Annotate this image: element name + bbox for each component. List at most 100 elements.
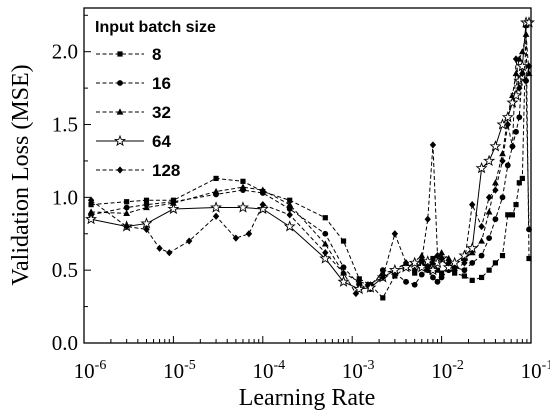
series-128 xyxy=(87,55,533,298)
data-point-8 xyxy=(434,267,441,273)
data-point-8 xyxy=(213,175,219,182)
data-point-128 xyxy=(512,55,520,63)
data-point-8 xyxy=(240,178,246,184)
data-point-8 xyxy=(322,215,328,221)
data-point-64 xyxy=(388,263,401,276)
data-point-128 xyxy=(87,196,95,204)
data-point-128 xyxy=(499,157,506,165)
x-tick-label: 10-3 xyxy=(342,358,375,383)
y-axis-title: Validation Loss (MSE) xyxy=(8,64,34,285)
data-point-128 xyxy=(411,266,418,274)
data-point-128 xyxy=(451,266,458,274)
data-point-64 xyxy=(236,201,249,213)
data-point-64 xyxy=(448,256,461,268)
data-point-32 xyxy=(438,249,445,256)
data-point-64 xyxy=(516,59,529,72)
series-line-32 xyxy=(91,34,530,286)
data-point-32 xyxy=(499,150,506,157)
data-point-128 xyxy=(516,84,523,92)
x-tick-label: 10-4 xyxy=(252,358,285,383)
data-point-128 xyxy=(232,234,240,242)
data-point-32 xyxy=(170,199,177,206)
y-tick-label: 2.0 xyxy=(52,40,78,64)
data-point-16 xyxy=(516,114,523,121)
data-point-32 xyxy=(259,186,267,193)
data-point-8 xyxy=(516,180,522,186)
legend-item-8: 8 xyxy=(96,45,161,64)
data-point-128 xyxy=(434,252,441,260)
data-point-32 xyxy=(212,187,220,195)
data-point-32 xyxy=(518,48,526,55)
data-point-64 xyxy=(408,256,421,268)
data-point-16 xyxy=(322,230,329,237)
data-point-64 xyxy=(337,275,350,287)
data-point-128 xyxy=(504,120,511,129)
data-point-32 xyxy=(321,240,329,247)
data-point-8 xyxy=(513,202,519,208)
data-point-32 xyxy=(522,30,530,37)
data-point-128 xyxy=(492,186,499,194)
legend-marker-128 xyxy=(116,166,124,174)
data-point-64 xyxy=(513,74,526,86)
x-axis-title: Learning Rate xyxy=(239,385,376,411)
data-point-128 xyxy=(418,256,425,264)
data-point-8 xyxy=(392,273,398,279)
data-point-16 xyxy=(499,194,506,201)
data-point-8 xyxy=(505,212,511,218)
data-point-16 xyxy=(461,267,468,274)
data-point-64 xyxy=(510,89,523,101)
data-point-128 xyxy=(438,254,445,263)
legend-item-128: 128 xyxy=(96,161,180,180)
data-point-128 xyxy=(424,215,431,223)
data-point-32 xyxy=(355,278,363,285)
data-point-16 xyxy=(513,128,519,135)
data-point-8 xyxy=(430,255,436,262)
data-point-128 xyxy=(185,237,193,245)
data-point-8 xyxy=(469,277,475,283)
data-point-128 xyxy=(429,141,437,149)
data-point-128 xyxy=(485,193,493,201)
data-point-32 xyxy=(123,209,131,216)
data-point-32 xyxy=(485,208,493,215)
data-point-128 xyxy=(166,249,173,257)
y-tick-label: 0.0 xyxy=(52,331,78,355)
data-point-8 xyxy=(124,199,130,205)
data-point-64 xyxy=(256,202,269,215)
data-point-128 xyxy=(340,269,347,277)
data-point-128 xyxy=(156,244,163,252)
data-point-16 xyxy=(286,206,293,212)
x-tick-label: 10-6 xyxy=(74,358,107,383)
data-point-64 xyxy=(501,110,514,123)
data-point-16 xyxy=(340,264,347,271)
data-point-16 xyxy=(469,259,476,266)
data-point-32 xyxy=(239,183,247,190)
legend-label: 8 xyxy=(152,45,161,64)
data-point-32 xyxy=(143,203,150,211)
data-point-8 xyxy=(287,197,293,203)
data-point-8 xyxy=(340,238,347,244)
data-point-128 xyxy=(352,289,360,298)
legend-item-64: 64 xyxy=(96,132,171,151)
data-point-16 xyxy=(411,281,418,288)
data-point-128 xyxy=(143,225,150,233)
data-point-16 xyxy=(492,216,499,223)
data-point-32 xyxy=(512,69,520,77)
legend-item-16: 16 xyxy=(96,74,171,93)
data-point-8 xyxy=(88,202,94,208)
data-point-32 xyxy=(429,259,437,266)
data-point-128 xyxy=(445,259,452,267)
data-point-64 xyxy=(353,282,366,295)
data-point-64 xyxy=(167,202,180,215)
y-tick-label: 0.5 xyxy=(52,258,78,282)
data-point-8 xyxy=(519,175,525,182)
data-point-8 xyxy=(486,267,492,273)
legend-item-32: 32 xyxy=(96,103,171,122)
legend-label: 32 xyxy=(152,103,171,122)
x-tick-label: 10-1 xyxy=(521,358,550,383)
data-point-128 xyxy=(519,69,526,78)
y-axis: 0.0 0.5 1.0 1.5 2.0 xyxy=(52,14,91,355)
data-point-64 xyxy=(85,212,98,225)
data-point-16 xyxy=(486,235,493,242)
data-point-128 xyxy=(525,62,533,70)
